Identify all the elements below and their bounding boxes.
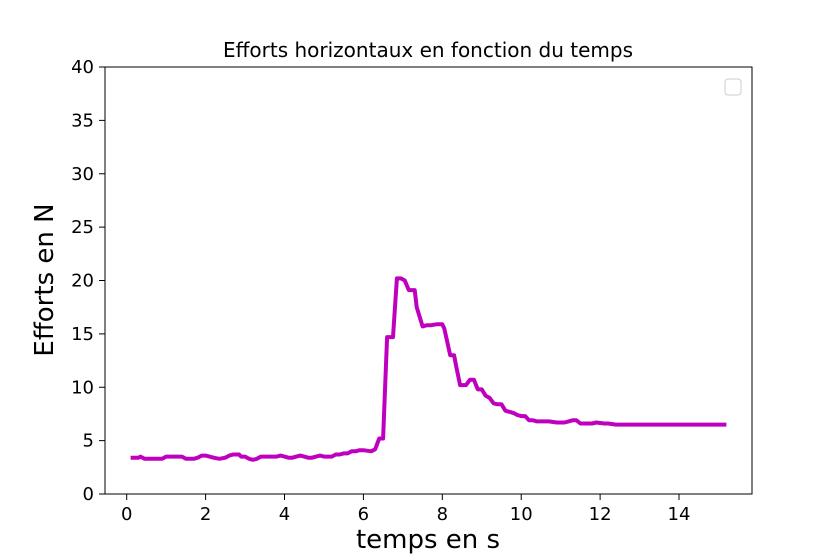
- legend-box: [724, 78, 742, 96]
- y-tick-label: 20: [71, 271, 94, 292]
- x-axis-label: temps en s: [356, 525, 500, 555]
- x-tick-label: 14: [668, 504, 691, 525]
- y-tick-label: 10: [71, 377, 94, 398]
- x-tick-label: 12: [589, 504, 612, 525]
- x-tick-label: 10: [510, 504, 533, 525]
- series-line: [130, 276, 727, 462]
- x-tick-label: 0: [121, 504, 132, 525]
- series-group: [130, 276, 727, 462]
- y-tick-label: 15: [71, 324, 94, 345]
- plot-frame: [104, 66, 753, 495]
- y-axis-label: Efforts en N: [30, 203, 60, 356]
- y-tick-label: 40: [71, 57, 94, 78]
- y-tick-label: 0: [83, 484, 94, 505]
- x-tick-label: 4: [279, 504, 290, 525]
- y-tick-label: 5: [83, 431, 94, 452]
- x-axis-ticks: 0 2 4 6 8 10 12 14: [121, 494, 690, 525]
- y-tick-label: 35: [71, 110, 94, 131]
- x-tick-label: 8: [437, 504, 448, 525]
- x-tick-label: 6: [358, 504, 369, 525]
- y-tick-label: 25: [71, 217, 94, 238]
- chart-title: Efforts horizontaux en fonction du temps: [223, 38, 633, 62]
- y-axis-ticks: 0 5 10 15 20 25 30 35 40: [71, 57, 105, 505]
- x-tick-label: 2: [200, 504, 211, 525]
- y-tick-label: 30: [71, 164, 94, 185]
